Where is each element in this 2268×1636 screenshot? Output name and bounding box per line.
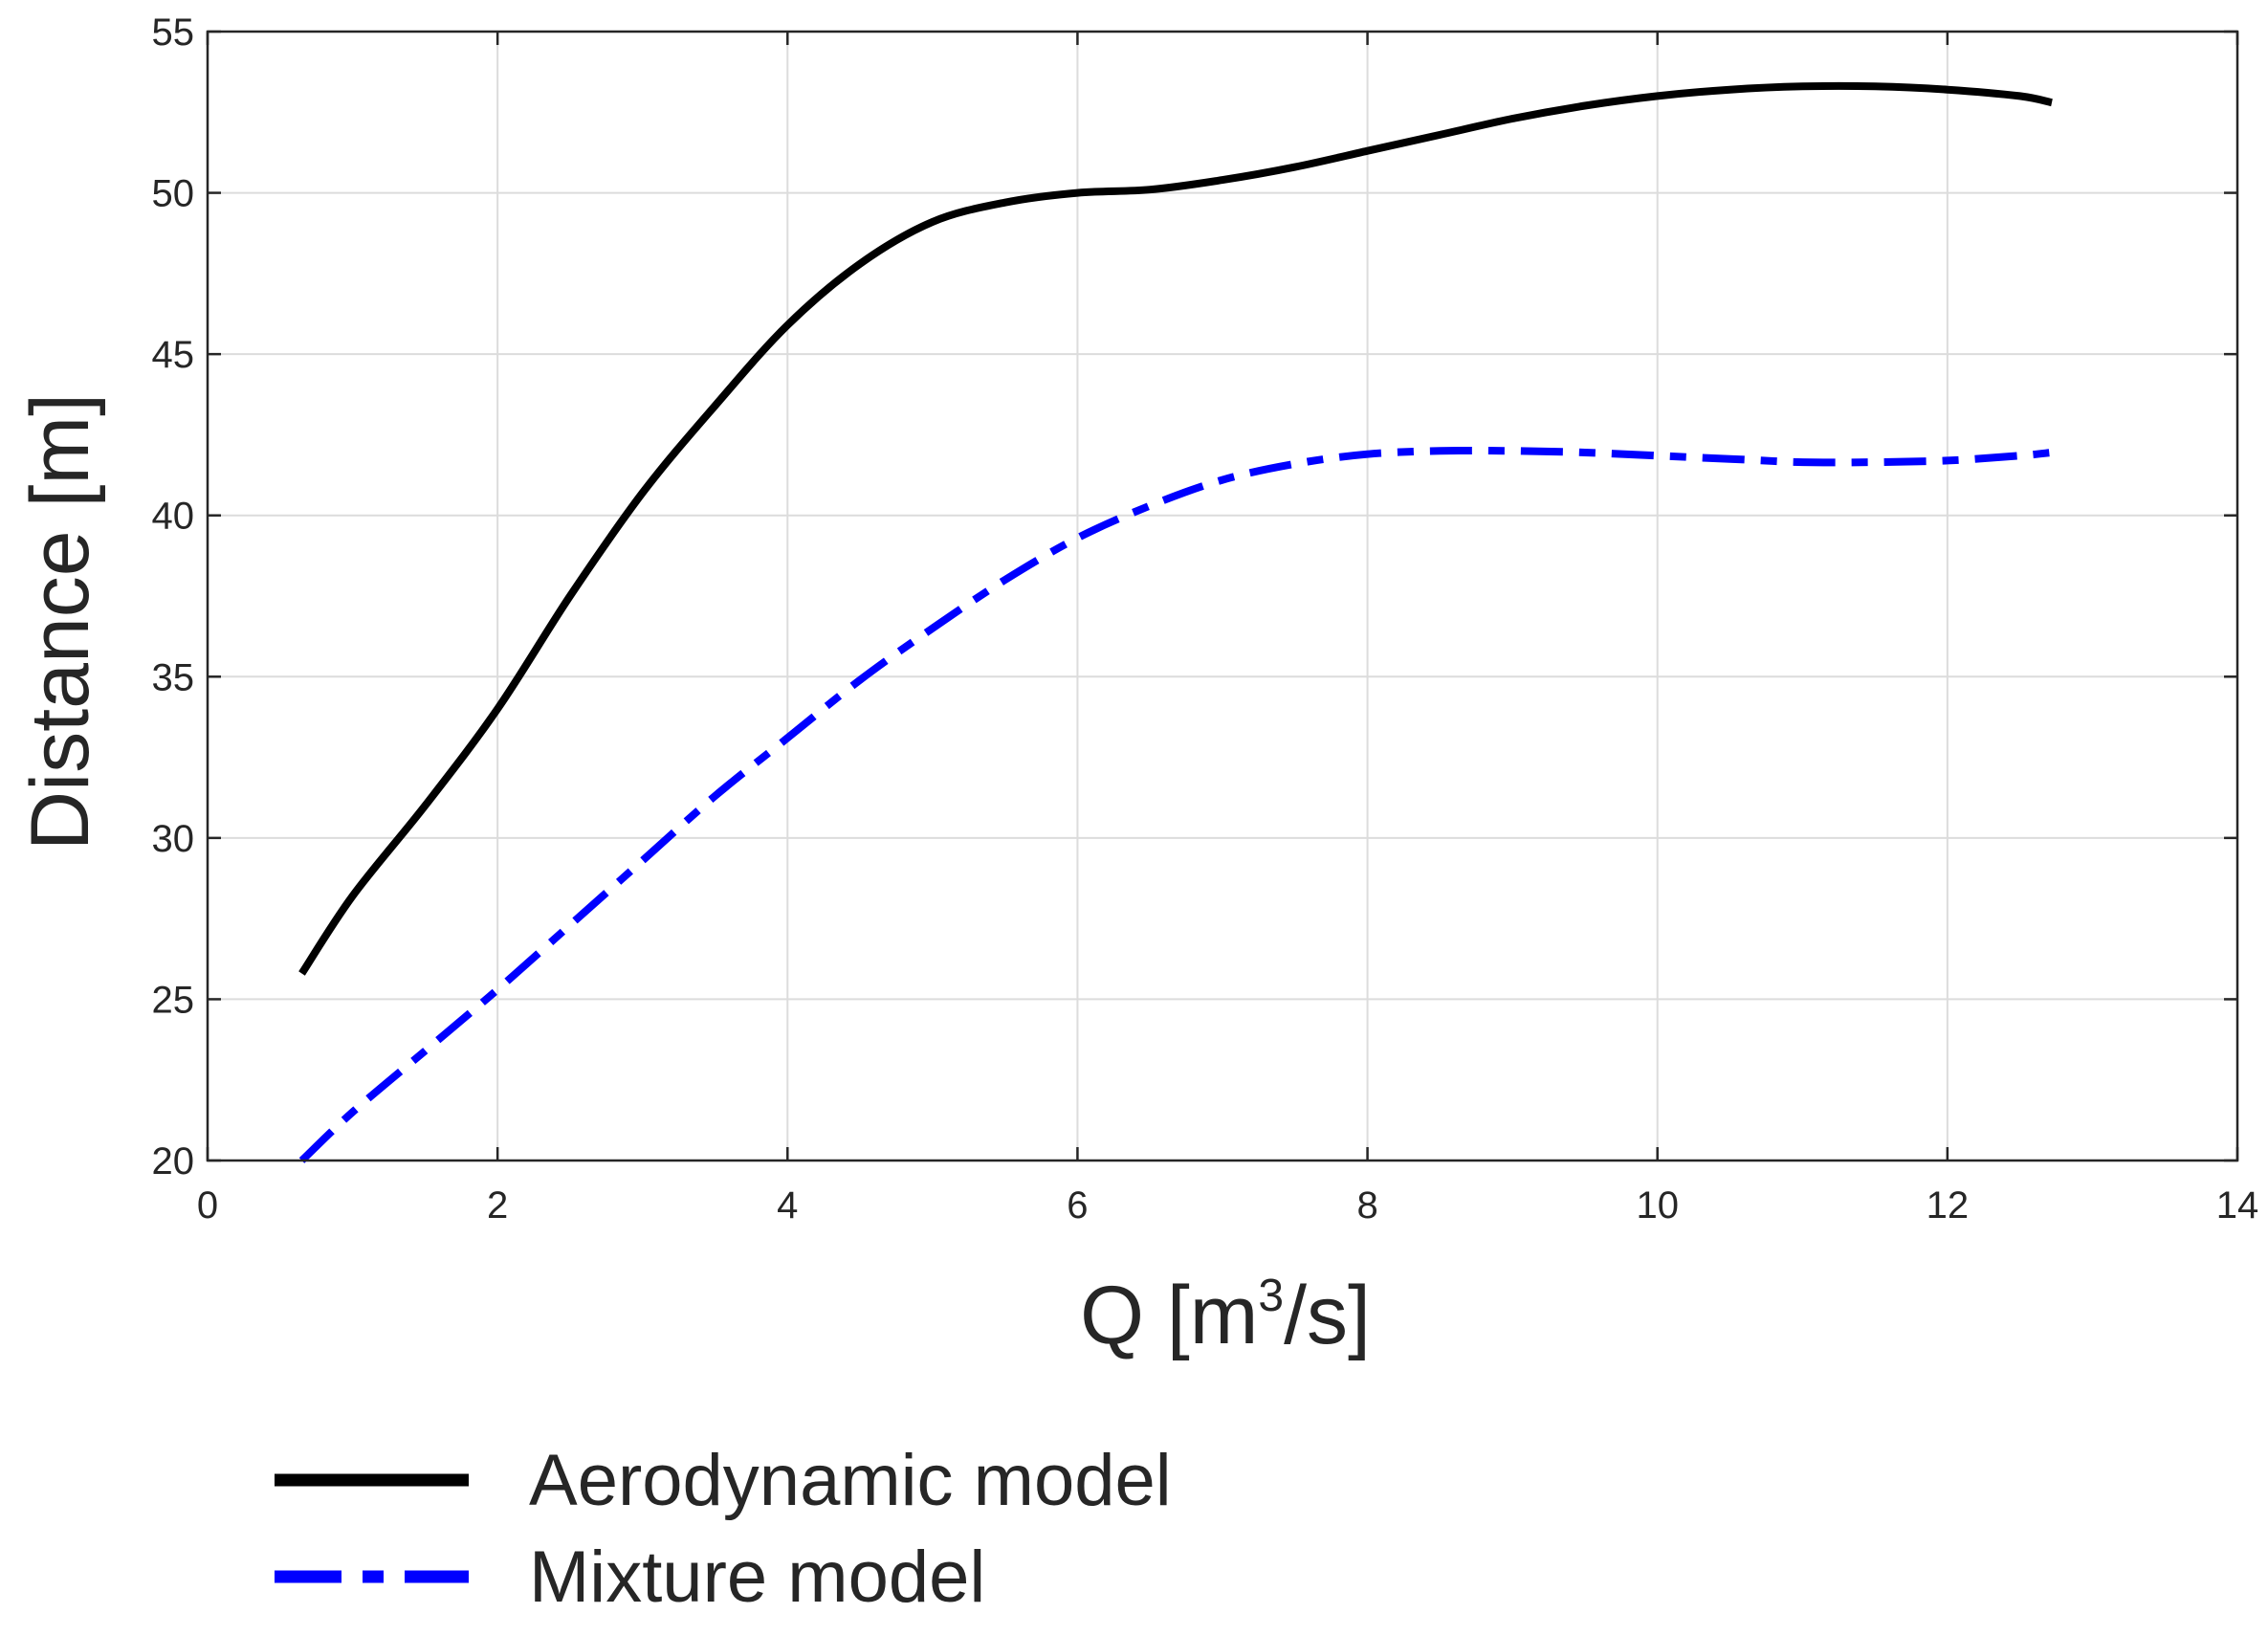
- x-axis-title: Q [m3/s]: [1080, 1270, 1371, 1361]
- x-tick-label: 10: [1636, 1184, 1679, 1227]
- x-tick-label: 12: [1927, 1184, 1970, 1227]
- tick-marks: [206, 30, 2239, 1162]
- x-tick-label: 8: [1356, 1184, 1377, 1227]
- x-tick-label: 14: [2216, 1184, 2259, 1227]
- series-group: [298, 81, 2053, 1163]
- y-tick-label: 25: [152, 979, 195, 1021]
- y-tick-label: 30: [152, 818, 195, 860]
- y-tick-label: 55: [152, 11, 195, 54]
- legend-label-mixture: Mixture model: [529, 1537, 985, 1618]
- y-tick-label: 35: [152, 656, 195, 698]
- legend-label-aerodynamic: Aerodynamic model: [529, 1440, 1172, 1521]
- y-tick-label: 50: [152, 173, 195, 215]
- y-tick-label: 40: [152, 496, 195, 538]
- legend: Aerodynamic model Mixture model: [275, 1440, 1172, 1618]
- x-tick-label: 6: [1067, 1184, 1088, 1227]
- y-tick-label: 45: [152, 334, 195, 376]
- series-line-aerodynamic-model: [298, 81, 2053, 976]
- y-axis-title: Distance [m]: [14, 393, 106, 851]
- grid-lines: [207, 31, 2238, 1161]
- x-tick-label: 4: [777, 1184, 798, 1227]
- plot-frame: [206, 30, 2239, 1162]
- x-tick-label: 2: [487, 1184, 508, 1227]
- x-axis-title-suffix: /s]: [1284, 1270, 1371, 1361]
- x-axis-title-base: Q [m: [1080, 1270, 1258, 1361]
- x-axis-title-superscript: 3: [1258, 1271, 1284, 1321]
- series-line-mixture-model: [298, 446, 2053, 1163]
- x-tick-label: 0: [197, 1184, 218, 1227]
- y-tick-label: 20: [152, 1140, 195, 1183]
- tick-labels: 0 2 4 6 8 10 12 14 20 25 30 35 40 45 50 55: [152, 11, 2259, 1227]
